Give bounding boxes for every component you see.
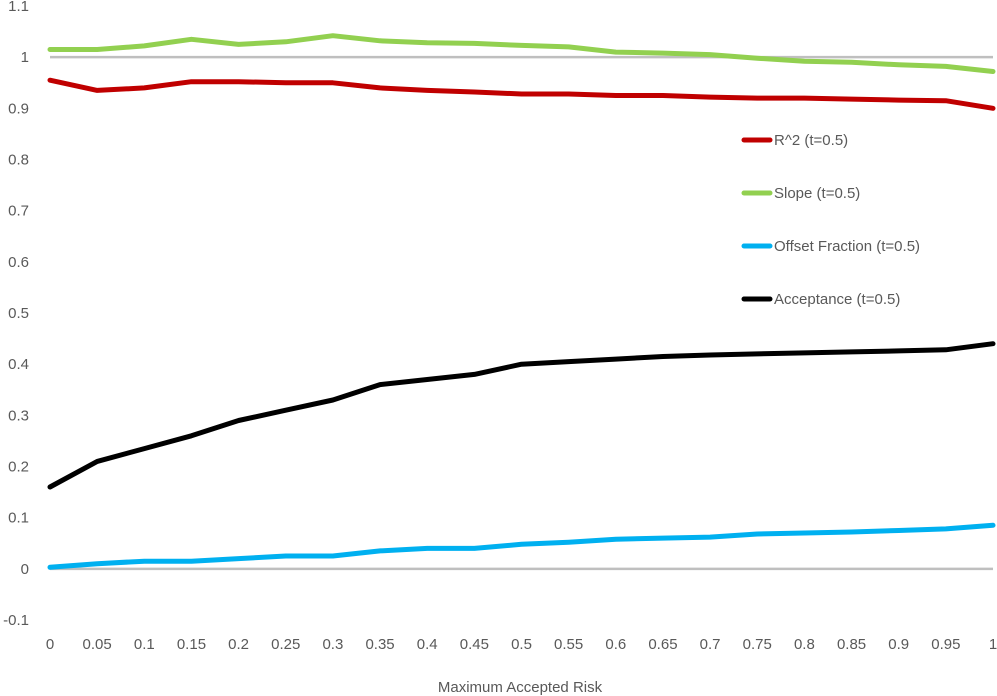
x-axis-ticks: 0 0.05 0.1 0.15 0.2 0.25 0.3 0.35 0.4 0.45 0.5 0.55… [46, 636, 997, 653]
x-tick-label: 0.3 [322, 636, 343, 653]
y-tick-label: 0.7 [8, 203, 29, 220]
x-tick-label: 1 [989, 636, 997, 653]
x-tick-label: 0.35 [365, 636, 394, 653]
series-line-0 [47, 77, 996, 111]
x-tick-label: 0.85 [837, 636, 866, 653]
y-tick-label: 0.8 [8, 152, 29, 169]
x-tick-label: 0.2 [228, 636, 249, 653]
y-tick-label: 0.3 [8, 407, 29, 424]
series-lines [47, 33, 996, 570]
legend-label: Slope (t=0.5) [774, 185, 860, 202]
x-tick-label: 0.15 [177, 636, 206, 653]
x-tick-label: 0.95 [931, 636, 960, 653]
x-tick-label: 0.5 [511, 636, 532, 653]
reference-lines [50, 55, 993, 571]
series-line-1 [47, 33, 996, 74]
y-tick-label: -0.1 [3, 612, 29, 629]
legend: R^2 (t=0.5) Slope (t=0.5) Offset Fraction … [741, 132, 920, 308]
x-tick-label: 0.25 [271, 636, 300, 653]
x-tick-label: 0.7 [700, 636, 721, 653]
y-axis-ticks: 1.1 1 0.9 0.8 0.7 0.6 0.5 0.4 0.3 0.2 0.1 0 -0.1 [3, 0, 29, 629]
x-tick-label: 0.4 [417, 636, 438, 653]
y-tick-label: 0 [21, 561, 29, 578]
x-tick-label: 0.9 [888, 636, 909, 653]
y-tick-label: 1 [21, 49, 29, 66]
y-tick-label: 0.2 [8, 459, 29, 476]
x-tick-label: 0 [46, 636, 54, 653]
x-tick-label: 0.45 [460, 636, 489, 653]
series-line-3 [47, 341, 996, 490]
x-tick-label: 0.8 [794, 636, 815, 653]
legend-label: R^2 (t=0.5) [774, 132, 848, 149]
x-tick-label: 0.6 [605, 636, 626, 653]
x-tick-label: 0.65 [648, 636, 677, 653]
y-tick-label: 0.9 [8, 100, 29, 117]
y-tick-label: 1.1 [8, 0, 29, 15]
x-tick-label: 0.55 [554, 636, 583, 653]
y-tick-label: 0.5 [8, 305, 29, 322]
y-tick-label: 0.6 [8, 254, 29, 271]
x-tick-label: 0.75 [743, 636, 772, 653]
x-tick-label: 0.1 [134, 636, 155, 653]
legend-label: Offset Fraction (t=0.5) [774, 238, 920, 255]
x-tick-label: 0.05 [83, 636, 112, 653]
y-tick-label: 0.4 [8, 356, 29, 373]
legend-label: Acceptance (t=0.5) [774, 291, 900, 308]
x-axis-title: Maximum Accepted Risk [438, 679, 603, 696]
series-line-2 [47, 522, 996, 570]
y-tick-label: 0.1 [8, 510, 29, 527]
